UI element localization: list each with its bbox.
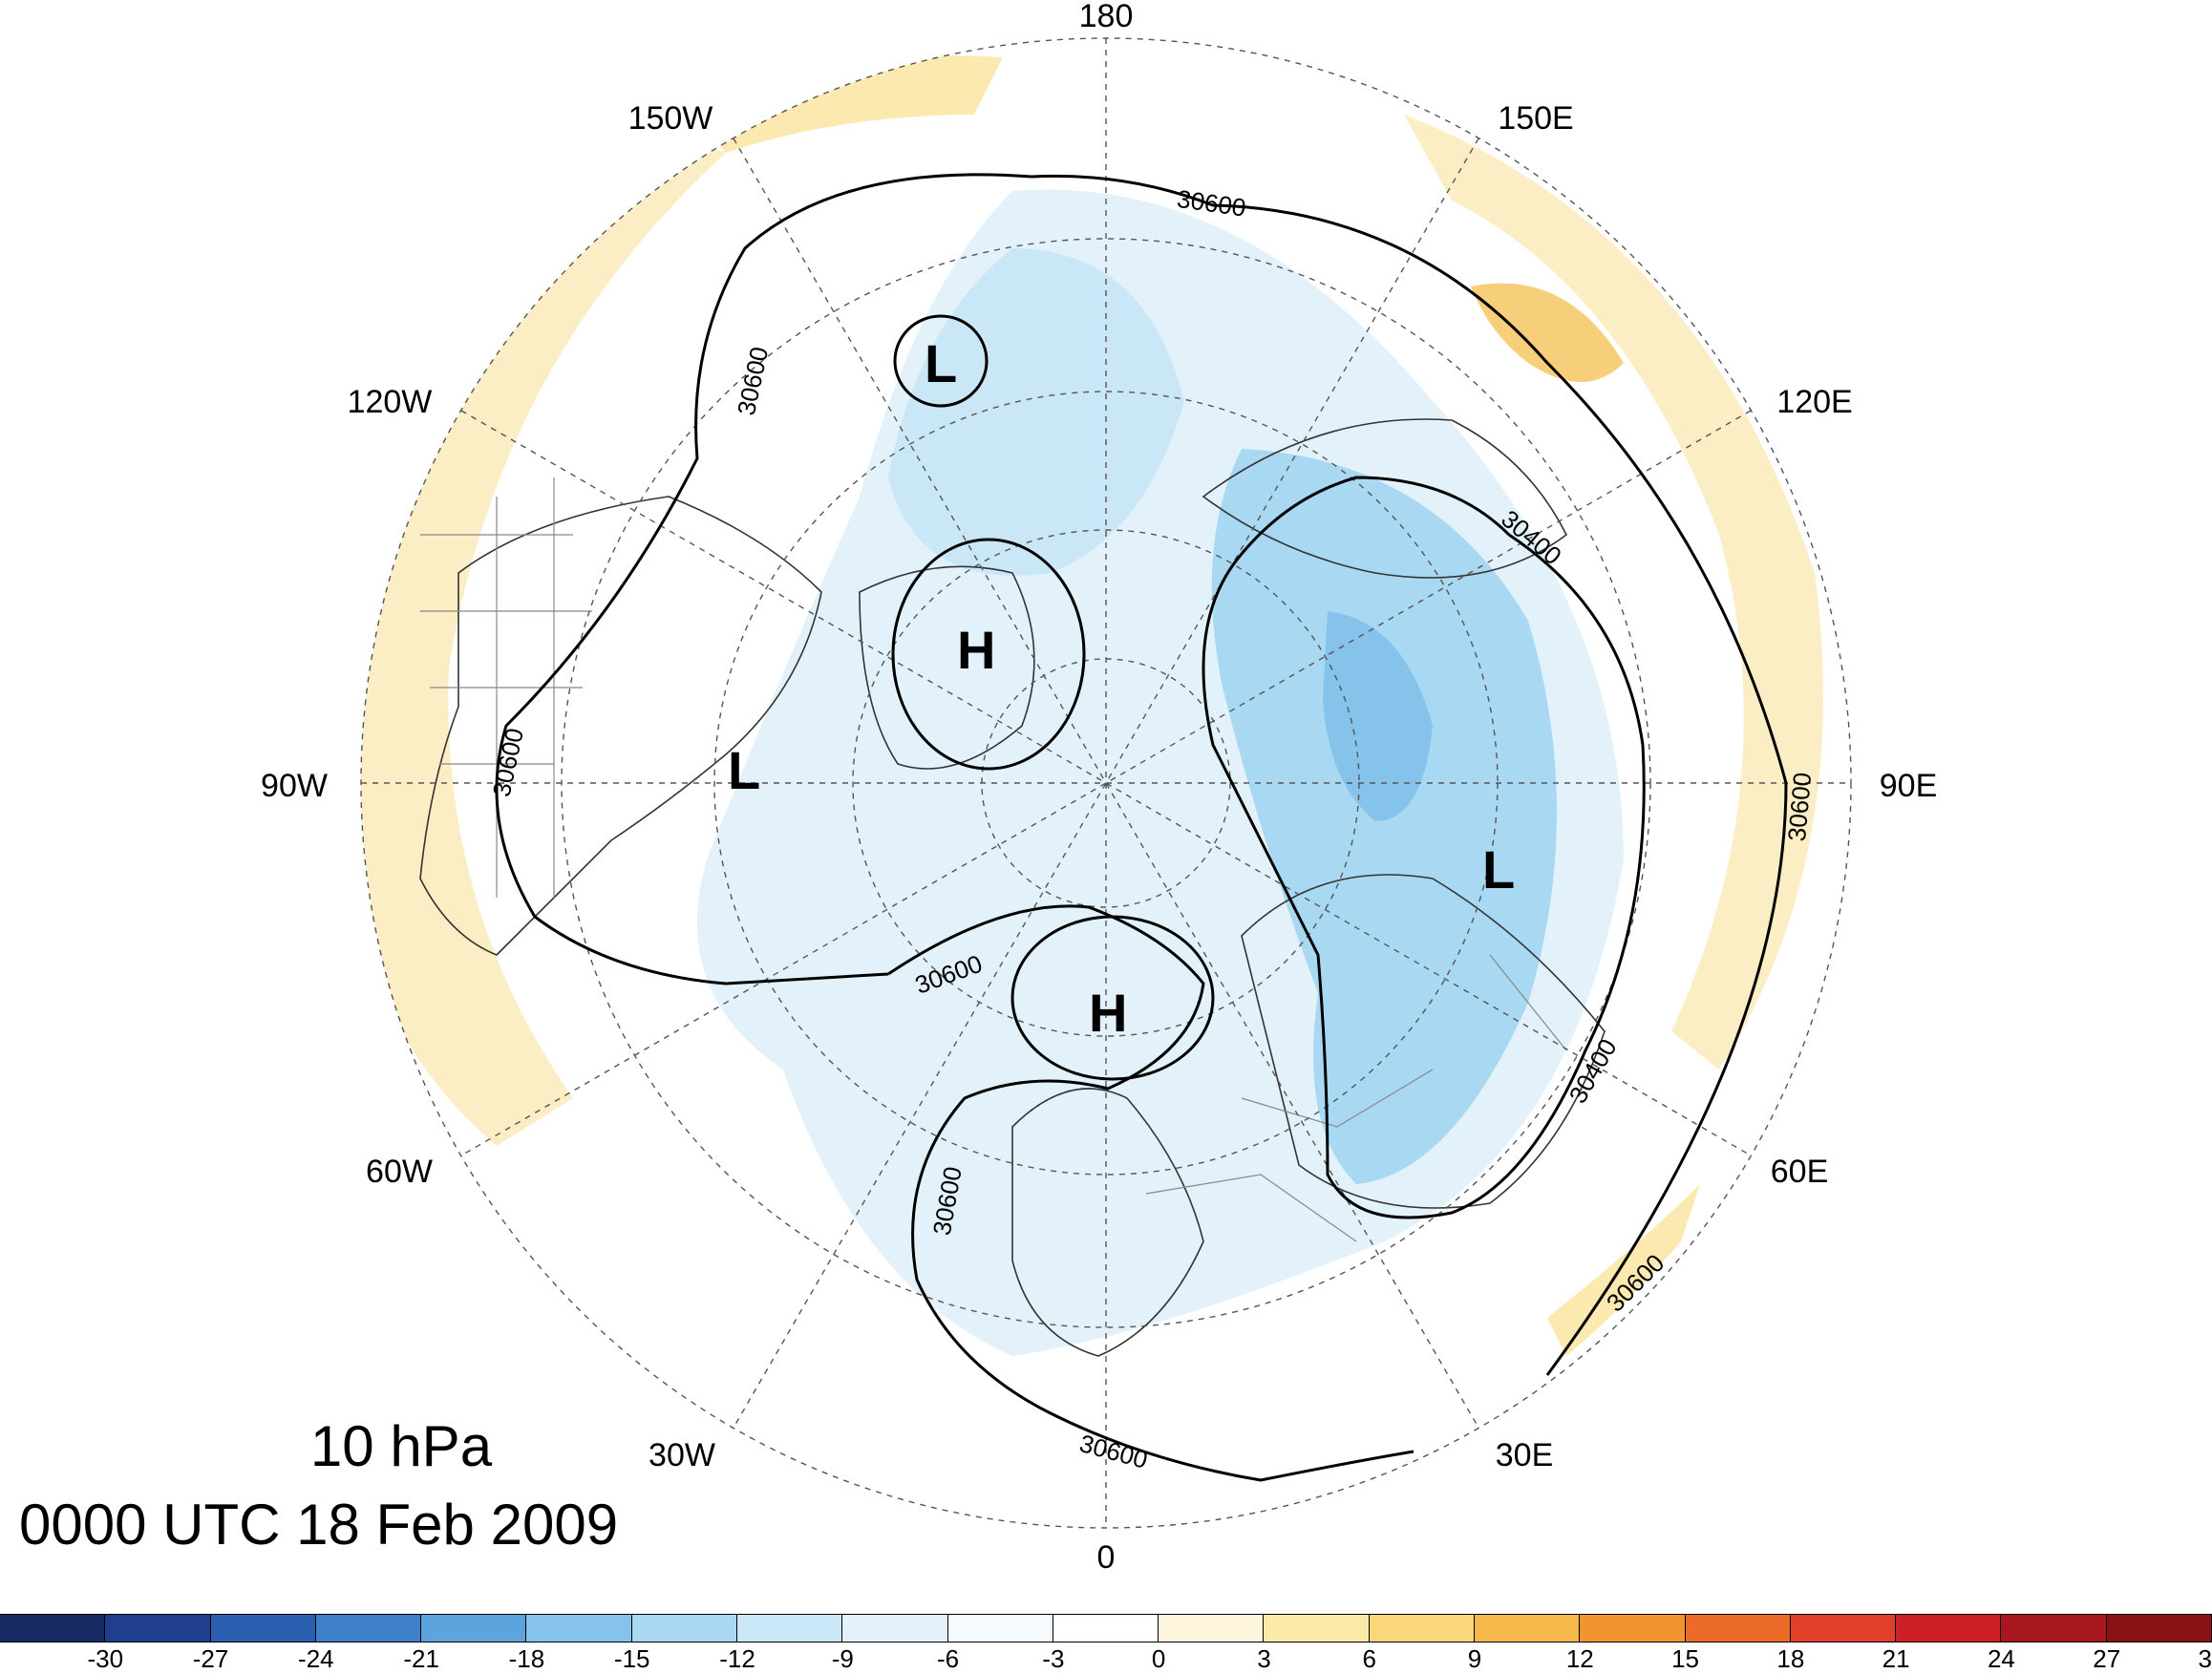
warm-core-east: [1471, 283, 1624, 382]
cold-anomaly-north: [888, 248, 1184, 576]
colorbar-segment: [1159, 1615, 1265, 1642]
colorbar: [0, 1614, 2212, 1642]
colorbar-label: 9: [1467, 1644, 1482, 1673]
colorbar-segment: [631, 1615, 737, 1642]
colorbar-segment: [2106, 1615, 2212, 1642]
colorbar-segment: [1896, 1615, 2002, 1642]
colorbar-segment: [1580, 1615, 1686, 1642]
high-center-label: H: [1089, 983, 1127, 1043]
colorbar-label: -12: [719, 1644, 755, 1673]
colorbar-segment: [315, 1615, 422, 1642]
colorbar-segment: [1685, 1615, 1791, 1642]
valid-time-title: 0000 UTC 18 Feb 2009: [19, 1493, 619, 1557]
colorbar-segment: [210, 1615, 316, 1642]
colorbar-label: -30: [87, 1644, 124, 1673]
colorbar-label: 6: [1362, 1644, 1376, 1673]
colorbar-label: 0: [1151, 1644, 1166, 1673]
colorbar-segment: [947, 1615, 1053, 1642]
greenland-coast: [859, 565, 1035, 770]
colorbar-segment: [736, 1615, 843, 1642]
colorbar-segment: [842, 1615, 948, 1642]
pressure-center-group: L H L L H: [728, 333, 1515, 1043]
colorbar-label: 24: [1987, 1644, 2015, 1673]
lon-label-0: 0: [1097, 1539, 1116, 1576]
height-contours: [495, 173, 1788, 1482]
colorbar-segment: [2001, 1615, 2107, 1642]
colorbar-label: 3: [1257, 1644, 1271, 1673]
lon-label-90w: 90W: [261, 768, 328, 804]
colorbar-segment: [1790, 1615, 1897, 1642]
contour-high-center: [891, 538, 1086, 771]
colorbar-label: -6: [937, 1644, 960, 1673]
warm-anomaly-east: [1404, 115, 1823, 1070]
low-center-label: L: [1482, 839, 1515, 900]
coastlines: [419, 418, 1606, 1357]
warm-anomaly-southeast: [1547, 1184, 1700, 1356]
asia-coast: [1241, 874, 1606, 1209]
contour-30600-south: [887, 904, 1414, 1482]
eurasia-borders: [1145, 954, 1567, 1242]
colorbar-label: -27: [192, 1644, 229, 1673]
lon-label-120e: 120E: [1776, 384, 1852, 420]
low-center-label: L: [728, 740, 760, 800]
colorbar-segment: [1264, 1615, 1370, 1642]
colorbar-label: 27: [2093, 1644, 2121, 1673]
cold-anomaly-core: [1323, 611, 1433, 821]
lon-label-150e: 150E: [1498, 100, 1573, 137]
graticule: [360, 37, 1852, 1529]
colorbar-label: 21: [1882, 1644, 1910, 1673]
colorbar-label: -15: [613, 1644, 650, 1673]
lon-label-60w: 60W: [366, 1154, 433, 1190]
colorbar-segment: [1053, 1615, 1159, 1642]
colorbar-label: 18: [1776, 1644, 1805, 1673]
lon-label-60e: 60E: [1771, 1154, 1829, 1190]
lon-label-30e: 30E: [1496, 1437, 1554, 1473]
colorbar-label: -21: [403, 1644, 439, 1673]
high-center-label: H: [957, 620, 995, 680]
colorbar-segment: [421, 1615, 527, 1642]
longitude-labels: 180 150E 120E 90E 60E 30E 0 30W 60W 90W …: [261, 0, 1937, 1576]
colorbar-segment: [105, 1615, 211, 1642]
contour-low-north: [893, 314, 989, 408]
colorbar-segment: [0, 1615, 106, 1642]
colorbar-label: 30: [2198, 1644, 2212, 1673]
colorbar-label: -18: [508, 1644, 545, 1673]
colorbar-label: -9: [831, 1644, 854, 1673]
colorbar-segment: [526, 1615, 632, 1642]
contour-30400: [1202, 476, 1646, 1219]
lon-label-30w: 30W: [649, 1437, 715, 1473]
colorbar-label: -24: [298, 1644, 334, 1673]
lon-label-90e: 90E: [1880, 768, 1938, 804]
north-america-coast: [419, 496, 822, 956]
lon-label-120w: 120W: [348, 384, 433, 420]
low-center-label: L: [925, 333, 957, 393]
colorbar-label: 12: [1565, 1644, 1594, 1673]
pressure-level-title: 10 hPa: [309, 1414, 493, 1478]
contour-label: 30600: [1782, 772, 1817, 843]
colorbar-label: -3: [1042, 1644, 1065, 1673]
colorbar-label: 15: [1671, 1644, 1700, 1673]
lon-label-150w: 150W: [628, 100, 713, 137]
contour-high-south: [1010, 915, 1215, 1081]
colorbar-segment: [1369, 1615, 1475, 1642]
us-state-borders: [420, 477, 592, 898]
colorbar-segment: [1474, 1615, 1581, 1642]
europe-coast: [1011, 1088, 1204, 1357]
lon-label-180: 180: [1079, 0, 1134, 34]
contour-30600-outer: [495, 173, 1788, 1376]
siberia-coast: [1202, 418, 1568, 579]
colorbar-labels: -30 -27 -24 -21 -18 -15 -12 -9 -6 -3 0 3 6 9 12 15 18 21 2…: [0, 1644, 2212, 1673]
